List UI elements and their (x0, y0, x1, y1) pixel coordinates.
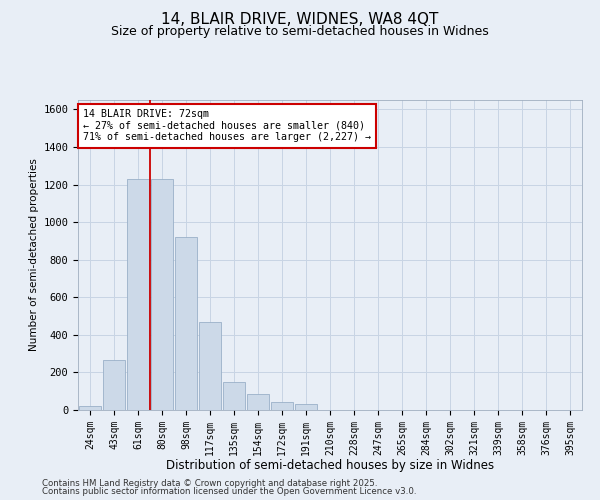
Y-axis label: Number of semi-detached properties: Number of semi-detached properties (29, 158, 39, 352)
Text: 14 BLAIR DRIVE: 72sqm
← 27% of semi-detached houses are smaller (840)
71% of sem: 14 BLAIR DRIVE: 72sqm ← 27% of semi-deta… (83, 110, 371, 142)
Text: Size of property relative to semi-detached houses in Widnes: Size of property relative to semi-detach… (111, 25, 489, 38)
Bar (247, 394, 269, 410)
Bar (103, 360, 125, 410)
Bar (175, 237, 197, 410)
Bar (271, 402, 293, 410)
Text: Contains HM Land Registry data © Crown copyright and database right 2025.: Contains HM Land Registry data © Crown c… (42, 478, 377, 488)
Bar (295, 404, 317, 410)
Bar (151, 179, 173, 410)
Bar (127, 179, 149, 410)
Bar (79, 406, 101, 410)
Text: 14, BLAIR DRIVE, WIDNES, WA8 4QT: 14, BLAIR DRIVE, WIDNES, WA8 4QT (161, 12, 439, 28)
Bar (199, 322, 221, 410)
Bar (223, 382, 245, 410)
Text: Contains public sector information licensed under the Open Government Licence v3: Contains public sector information licen… (42, 487, 416, 496)
X-axis label: Distribution of semi-detached houses by size in Widnes: Distribution of semi-detached houses by … (166, 459, 494, 472)
